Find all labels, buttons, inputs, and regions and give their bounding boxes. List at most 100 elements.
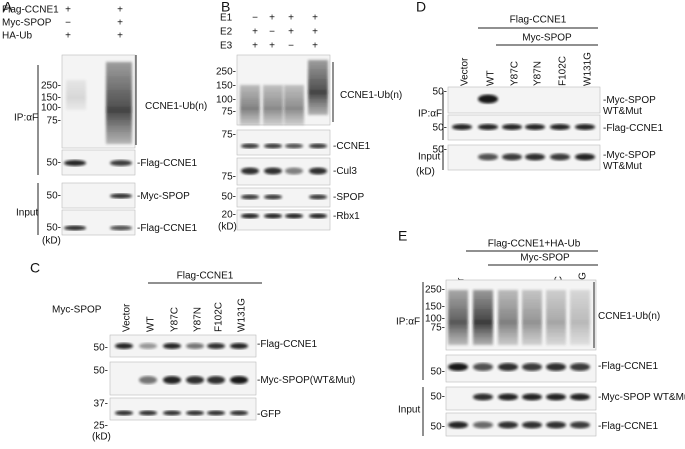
band-label: -Flag-CCNE1 xyxy=(257,339,317,350)
band xyxy=(452,124,472,130)
band xyxy=(241,167,259,175)
band xyxy=(473,363,493,371)
panel-label: E xyxy=(398,228,407,244)
blot xyxy=(61,209,136,236)
band-label: -Myc-SPOP xyxy=(137,191,190,202)
marker: 75- xyxy=(222,130,236,141)
smear xyxy=(263,85,283,125)
smear xyxy=(448,290,468,345)
band xyxy=(230,376,248,384)
band xyxy=(575,124,595,130)
band xyxy=(186,376,204,384)
band-label-line: -Flag-CCNE1 xyxy=(257,339,317,350)
smear xyxy=(522,290,542,345)
band-label-line: -Myc-SPOP xyxy=(137,191,190,202)
lane-sign: + xyxy=(117,5,123,16)
marker: 50- xyxy=(94,343,108,354)
band xyxy=(522,393,542,401)
lane-label: W131G xyxy=(583,52,594,86)
band xyxy=(241,194,259,200)
blot xyxy=(447,144,601,171)
group-label: IP:αF xyxy=(14,113,38,124)
band xyxy=(115,410,133,416)
lane-label: Y87N xyxy=(533,61,544,86)
lane-label: Vector xyxy=(460,57,471,86)
band xyxy=(285,143,303,149)
smear xyxy=(498,290,518,345)
band-label: -Myc-SPOP WT&Mut xyxy=(603,95,656,117)
condition-label: E3 xyxy=(220,41,233,52)
smear xyxy=(240,85,260,125)
band-label-line: -Cul3 xyxy=(333,166,357,177)
marker: 50- xyxy=(431,422,445,433)
blot xyxy=(445,386,597,411)
marker: (kD) xyxy=(218,222,237,233)
band xyxy=(163,410,181,416)
lane-sign: + xyxy=(252,27,258,38)
panel-label: D xyxy=(416,0,426,15)
smear xyxy=(308,60,328,115)
blot xyxy=(447,86,601,114)
band xyxy=(115,343,133,349)
band-label-line: -Rbx1 xyxy=(333,211,360,222)
band-label-line: -CCNE1 xyxy=(333,141,371,152)
band xyxy=(264,143,282,149)
lane-sign: + xyxy=(269,41,275,52)
band xyxy=(478,153,498,161)
lane-label: WT xyxy=(146,316,157,332)
band xyxy=(163,343,181,349)
band xyxy=(230,343,248,349)
lane-label: WT xyxy=(486,70,497,86)
lane-sign: + xyxy=(65,5,71,16)
header: Myc-SPOP xyxy=(520,253,570,264)
band xyxy=(139,410,157,416)
band-label: -Myc-SPOP(WT&Mut) xyxy=(257,375,355,386)
band xyxy=(207,376,225,384)
lane-sign: − xyxy=(269,27,275,38)
marker: 37- xyxy=(94,399,108,410)
band xyxy=(525,124,545,130)
lane-sign: + xyxy=(117,31,123,42)
band xyxy=(522,363,542,371)
lane-label: Vector xyxy=(122,303,133,332)
band xyxy=(110,193,132,199)
band-label: -Flag-CCNE1 xyxy=(137,158,197,169)
group-label: Input xyxy=(16,208,38,219)
band xyxy=(448,421,468,429)
band-label: CCNE1-Ub(n) xyxy=(145,101,207,112)
band xyxy=(570,421,590,429)
band-label: -CCNE1 xyxy=(333,141,371,152)
band xyxy=(502,124,522,130)
band xyxy=(207,343,225,349)
band xyxy=(230,410,248,416)
blot xyxy=(109,334,257,358)
marker: 20- xyxy=(222,210,236,221)
band xyxy=(498,421,518,429)
panel-label: B xyxy=(221,0,230,15)
band xyxy=(498,363,518,371)
condition-label: HA-Ub xyxy=(2,31,32,42)
marker: 50- xyxy=(431,367,445,378)
band-label: -Myc-SPOP WT&Mut xyxy=(603,150,656,172)
band-label-line: -Myc-SPOP xyxy=(603,150,656,161)
band-label-line: -Flag-CCNE1 xyxy=(137,158,197,169)
marker: 150- xyxy=(216,81,236,92)
marker: 25- xyxy=(94,421,108,432)
group-label: Input xyxy=(418,152,440,163)
band-label: -Flag-CCNE1 xyxy=(137,223,197,234)
lane-label: F102C xyxy=(214,302,225,332)
marker: 150- xyxy=(425,302,445,313)
panel-label: A xyxy=(3,0,13,15)
smear xyxy=(473,290,493,345)
band xyxy=(309,213,327,219)
group-label: Input xyxy=(398,405,420,416)
band-label: -Flag-CCNE1 xyxy=(603,123,663,134)
band-label: -SPOP xyxy=(333,192,364,203)
band xyxy=(285,167,303,175)
lane-label: Y87C xyxy=(170,307,181,332)
marker: 75- xyxy=(222,107,236,118)
band-label: CCNE1-Ub(n) xyxy=(340,90,402,101)
band xyxy=(241,143,259,149)
blot xyxy=(236,209,331,231)
